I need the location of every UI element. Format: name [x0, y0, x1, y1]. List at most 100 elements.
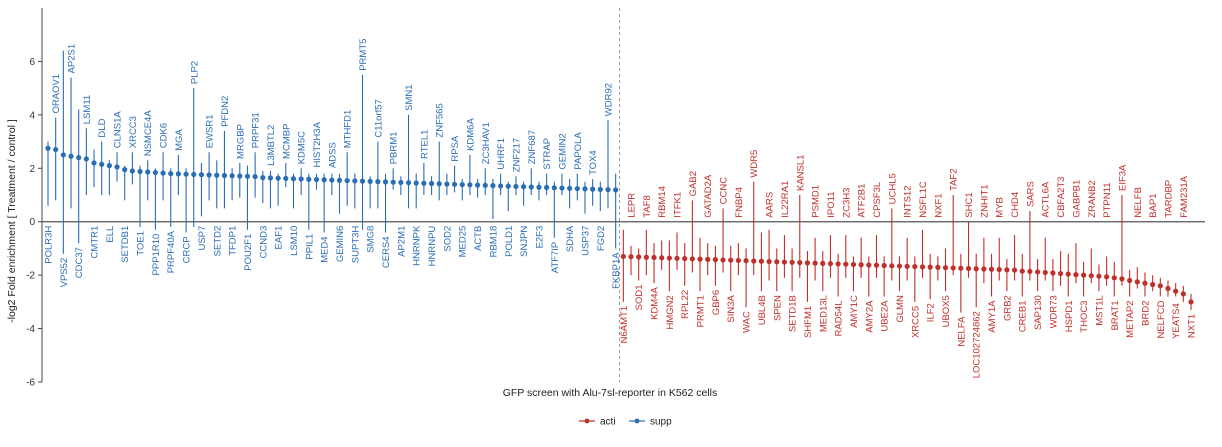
data-point — [1150, 281, 1156, 288]
data-point — [398, 179, 404, 186]
point-label: POLD1 — [504, 226, 515, 257]
point-label: TOX4 — [588, 150, 599, 175]
data-point — [774, 259, 780, 265]
data-point — [597, 186, 603, 192]
data-point — [344, 177, 350, 184]
data-point — [789, 259, 795, 265]
data-point — [421, 180, 427, 186]
point-label: CRCP — [182, 236, 193, 263]
point-label: FNBP4 — [734, 187, 745, 218]
point-label: MED25 — [458, 226, 469, 258]
data-point — [850, 261, 857, 268]
point-label: CPSF3L — [872, 182, 883, 218]
data-point — [996, 266, 1002, 273]
y-axis-label-group: -log2 Fold enrichment [ Treatment / cont… — [6, 119, 18, 323]
point-label: ILF2 — [926, 303, 937, 322]
marks-layer — [45, 50, 1194, 313]
point-label: SOD2 — [442, 226, 453, 252]
point-label: AARS — [765, 192, 776, 218]
data-point — [904, 263, 910, 269]
data-point — [651, 254, 657, 261]
point-label: HSPD1 — [1064, 301, 1075, 333]
point-label: FAM231A — [1179, 175, 1190, 217]
point-label: HMGN2 — [665, 295, 676, 329]
data-point — [965, 265, 972, 272]
data-point — [804, 260, 811, 266]
x-axis-label: GFP screen with Alu-7sl-reporter in K562… — [503, 387, 718, 399]
data-point — [474, 182, 481, 188]
data-point — [1042, 269, 1048, 276]
point-label: SHC1 — [964, 192, 975, 217]
data-point — [68, 153, 74, 159]
point-label: PAPOLA — [573, 132, 584, 170]
data-point — [582, 186, 588, 192]
point-label: BRAT1 — [1110, 301, 1121, 331]
data-point — [45, 145, 51, 151]
legend-label: supp — [650, 417, 672, 428]
data-point — [1073, 272, 1079, 278]
point-label: RTEL1 — [419, 130, 430, 159]
point-label: NELFB — [1133, 187, 1144, 218]
data-point — [981, 266, 987, 272]
point-label: TARDBP — [1163, 180, 1174, 218]
point-label: RPSA — [450, 135, 461, 162]
point-label: BRD2 — [1140, 301, 1151, 326]
data-point — [490, 183, 496, 189]
point-label: ELL — [105, 226, 116, 243]
data-point — [1057, 270, 1064, 277]
point-label: ITFK1 — [673, 192, 684, 218]
data-point — [689, 256, 695, 262]
point-label: CCNC — [719, 177, 730, 205]
data-point — [260, 175, 266, 181]
data-point — [505, 183, 511, 189]
data-point — [352, 178, 358, 184]
point-label: FGD2 — [596, 226, 607, 251]
point-label: GABPB1 — [1071, 180, 1082, 218]
point-label: GBP6 — [711, 290, 722, 315]
point-label: NSFL1C — [918, 181, 929, 218]
point-label: KDM6A — [465, 118, 476, 151]
data-point — [858, 262, 864, 268]
data-point — [413, 180, 419, 186]
point-label: ZNF565 — [435, 103, 446, 137]
point-label: INTS12 — [903, 185, 914, 217]
point-label: CHD4 — [1010, 192, 1021, 218]
point-label: RBM18 — [488, 226, 499, 258]
point-label: RBM14 — [657, 186, 668, 218]
data-point — [336, 177, 343, 183]
point-label: PPP1R10 — [151, 234, 162, 276]
point-label: MED4 — [320, 236, 331, 262]
point-label: WDR92 — [603, 83, 614, 116]
point-label: LSM10 — [289, 226, 300, 256]
data-point — [950, 265, 956, 271]
point-label: IL22RA1 — [780, 181, 791, 218]
data-point — [221, 172, 228, 179]
data-point — [1134, 279, 1140, 285]
point-label: PRMT1 — [696, 295, 707, 327]
data-point — [827, 261, 834, 267]
point-label: CMTR1 — [90, 226, 101, 259]
data-point — [1111, 275, 1117, 281]
point-label: PRMT5 — [358, 39, 369, 71]
point-label: ZC3HAV1 — [481, 122, 492, 164]
data-point — [168, 171, 174, 177]
point-label: MRGBP — [235, 124, 246, 159]
point-label: UBOX5 — [941, 295, 952, 327]
data-point — [83, 156, 89, 162]
data-point — [390, 179, 396, 185]
data-point — [459, 181, 465, 188]
y-axis-label: -log2 Fold enrichment [ Treatment / cont… — [6, 119, 18, 323]
point-label: C11orf57 — [373, 99, 384, 137]
data-point — [1157, 283, 1163, 289]
data-point — [973, 266, 979, 272]
data-point — [375, 179, 381, 185]
data-point — [313, 176, 320, 183]
point-label: RPL22 — [680, 290, 691, 319]
data-point — [988, 266, 995, 272]
point-label: GLMN — [895, 295, 906, 323]
legend-label: acti — [600, 417, 616, 428]
point-label: PRPF40A — [166, 230, 177, 273]
data-point — [866, 262, 872, 268]
data-point — [359, 178, 366, 184]
point-label: AP2M1 — [396, 226, 407, 257]
